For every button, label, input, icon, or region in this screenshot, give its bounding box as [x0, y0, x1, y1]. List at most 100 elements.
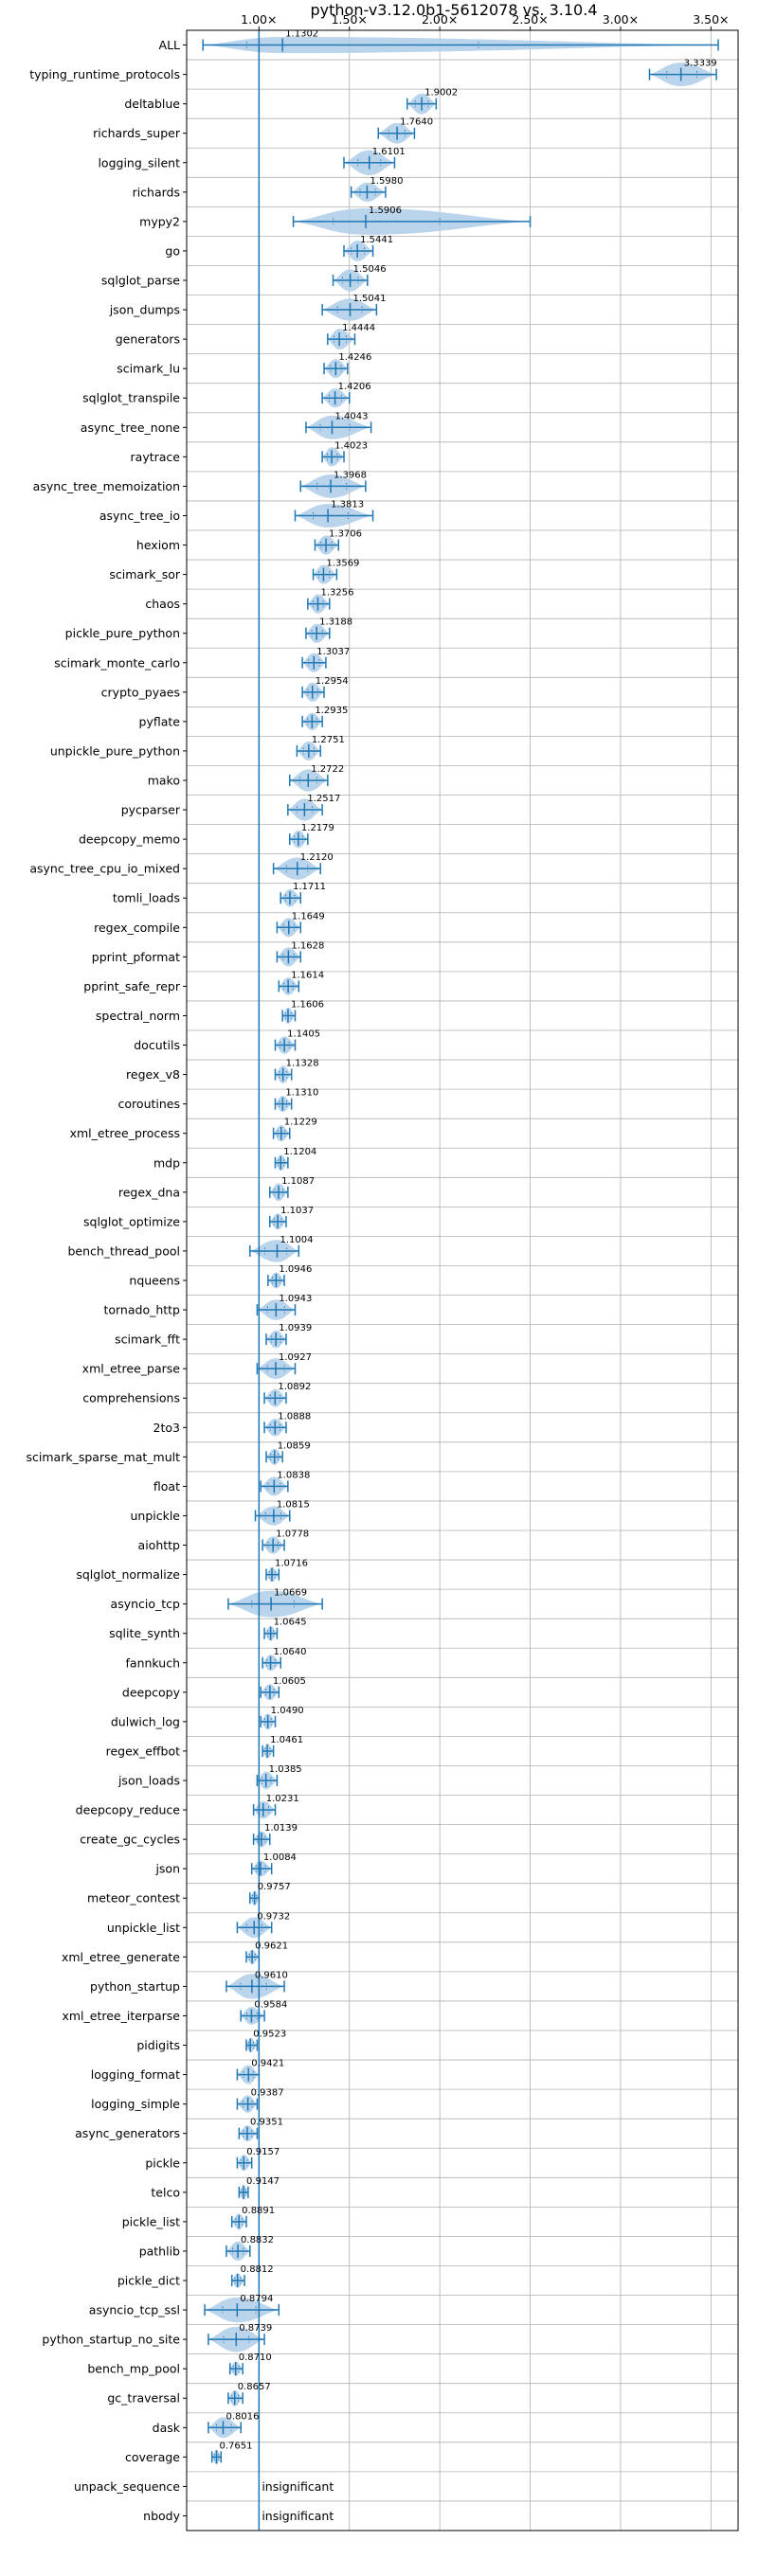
- value-label: 1.5906: [369, 206, 402, 216]
- value-label: 1.1628: [291, 940, 324, 951]
- benchmark-name: go: [165, 243, 180, 258]
- benchmark-name: create_gc_cycles: [80, 1833, 180, 1847]
- value-label: 1.4246: [338, 352, 371, 363]
- benchmark-name: async_tree_memoization: [33, 479, 180, 493]
- value-label: 0.8710: [239, 2352, 272, 2363]
- benchmark-name: float: [153, 1479, 180, 1494]
- value-label: 1.0490: [271, 1706, 304, 1716]
- value-label: 1.2954: [316, 676, 349, 687]
- value-label: 1.0605: [273, 1676, 306, 1687]
- value-label: 1.0139: [264, 1823, 298, 1834]
- value-label: 1.0231: [266, 1794, 299, 1804]
- benchmark-name: dask: [153, 2421, 181, 2435]
- value-label: 3.3339: [684, 59, 717, 69]
- benchmark-name: scimark_sor: [109, 567, 180, 581]
- benchmark-name: async_generators: [75, 2126, 180, 2140]
- benchmark-name: python_startup: [90, 1979, 180, 1994]
- benchmark-name: deepcopy_reduce: [76, 1803, 181, 1817]
- value-label: 1.4043: [334, 411, 368, 421]
- value-label: 1.3706: [329, 529, 362, 540]
- value-label: 1.0640: [274, 1647, 307, 1657]
- grid-layer: [187, 29, 738, 2531]
- value-label: 1.0645: [274, 1618, 307, 1628]
- value-label: 1.0888: [278, 1411, 311, 1422]
- value-label: 1.1606: [291, 999, 324, 1010]
- value-label: 0.9757: [258, 1882, 291, 1892]
- value-label: 1.1302: [285, 29, 318, 40]
- benchmark-name: pickle: [145, 2156, 180, 2170]
- value-label: 1.1711: [293, 882, 326, 892]
- benchmark-name: mako: [148, 774, 180, 788]
- value-label: 0.9584: [254, 1999, 287, 2010]
- benchmark-name: raytrace: [131, 450, 181, 464]
- value-label: 1.3256: [320, 588, 353, 599]
- value-label: 0.9732: [257, 1911, 290, 1922]
- value-label: 1.1087: [281, 1176, 315, 1187]
- value-label: 0.9523: [253, 2030, 286, 2040]
- value-label: 1.1614: [291, 970, 324, 980]
- value-label: 1.5441: [360, 235, 393, 245]
- benchmark-name: mdp: [153, 1155, 180, 1170]
- value-label: 1.0778: [276, 1530, 309, 1540]
- mark-layer: [202, 30, 719, 2531]
- value-label: 0.8812: [241, 2264, 274, 2275]
- benchmark-name: ALL: [159, 38, 181, 52]
- value-label: 1.5041: [353, 294, 387, 304]
- benchmark-name: xml_etree_parse: [82, 1362, 181, 1376]
- value-label: 1.0859: [278, 1440, 311, 1451]
- value-label: 1.1204: [283, 1147, 316, 1157]
- value-label: 0.8794: [240, 2294, 273, 2304]
- benchmark-name: hexiom: [136, 538, 180, 552]
- x-tick-label: 1.50×: [332, 12, 368, 27]
- benchmark-name: sqlglot_normalize: [76, 1567, 180, 1582]
- value-label: 1.2935: [315, 706, 348, 716]
- benchmark-name: aiohttp: [138, 1538, 181, 1552]
- value-label: 1.1004: [280, 1235, 313, 1245]
- value-label: 0.9157: [246, 2147, 280, 2157]
- value-label: 1.0927: [279, 1352, 312, 1363]
- value-label: 0.8891: [242, 2206, 275, 2216]
- value-label: 1.5046: [353, 264, 387, 275]
- benchmark-name: richards: [133, 185, 180, 199]
- benchmark-name: logging_simple: [91, 2097, 180, 2111]
- x-tick-label: 2.50×: [512, 12, 548, 27]
- benchmark-name: async_tree_cpu_io_mixed: [29, 862, 180, 876]
- insignificant-label: insignificant: [262, 2479, 334, 2494]
- benchmark-name: fannkuch: [126, 1655, 180, 1670]
- value-label: 1.0084: [263, 1852, 297, 1863]
- benchmark-name: sqlglot_transpile: [82, 391, 180, 405]
- benchmark-name: telco: [151, 2185, 180, 2199]
- value-label: 1.5980: [370, 176, 403, 187]
- value-label: 1.1328: [286, 1059, 319, 1069]
- value-label: 1.1229: [284, 1118, 317, 1128]
- value-label: 1.1405: [287, 1029, 320, 1040]
- benchmark-name: python_startup_no_site: [42, 2333, 180, 2347]
- benchmark-name: pprint_pformat: [92, 950, 180, 964]
- value-label: 1.3188: [319, 617, 352, 628]
- value-label: 1.2179: [301, 823, 334, 833]
- value-label: 1.1310: [285, 1088, 318, 1099]
- benchmark-name: async_tree_io: [99, 509, 180, 523]
- benchmark-name: scimark_fft: [115, 1333, 180, 1347]
- benchmark-name: scimark_sparse_mat_mult: [27, 1450, 181, 1464]
- value-label: 1.2722: [311, 764, 344, 775]
- value-label: 1.6101: [372, 147, 406, 157]
- benchmark-name: asyncio_tcp_ssl: [89, 2303, 180, 2317]
- benchmark-name: unpickle: [130, 1509, 180, 1523]
- benchmark-name: bench_thread_pool: [67, 1243, 180, 1258]
- chart-title: python-v3.12.0b1-5612078 vs. 3.10.4: [311, 1, 598, 19]
- benchmark-name: regex_compile: [94, 921, 180, 935]
- x-tick-label: 3.50×: [693, 12, 729, 27]
- benchmark-name: docutils: [134, 1038, 180, 1052]
- x-tick-label: 1.00×: [241, 12, 277, 27]
- benchmark-name: richards_super: [93, 126, 181, 140]
- benchmark-name: pprint_safe_repr: [83, 979, 181, 993]
- value-label: 0.8657: [238, 2382, 271, 2392]
- benchmark-name: coverage: [125, 2450, 180, 2464]
- label-layer: ALL 1.1302 typing_runtime_protocols 3.3339 d…: [27, 29, 717, 2523]
- benchmark-name: comprehensions: [82, 1391, 180, 1405]
- value-label: 0.9621: [255, 1941, 288, 1951]
- benchmark-name: sqlglot_optimize: [83, 1214, 180, 1228]
- value-label: 0.9147: [246, 2176, 280, 2187]
- x-tick-label: 3.00×: [603, 12, 639, 27]
